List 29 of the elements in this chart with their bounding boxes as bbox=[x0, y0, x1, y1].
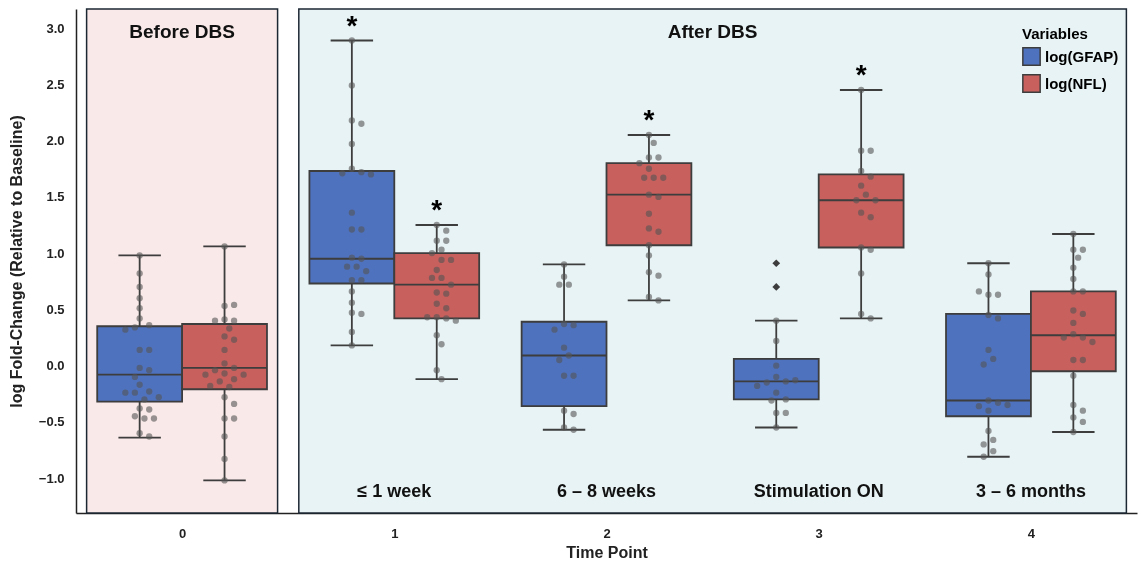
y-axis-title: log Fold-Change (Relative to Baseline) bbox=[7, 115, 25, 408]
band-label: After DBS bbox=[667, 21, 758, 42]
y-tick-label: 2.0 bbox=[46, 133, 65, 149]
x-tick-label: 3 bbox=[815, 525, 823, 541]
y-tick-label: 0.0 bbox=[46, 358, 65, 374]
legend-label: log(NFL) bbox=[1045, 74, 1107, 92]
y-tick-label: 0.5 bbox=[46, 301, 65, 317]
y-tick-label: −1.0 bbox=[38, 470, 65, 486]
annotation: ≤ 1 week bbox=[357, 481, 433, 501]
legend-title: Variables bbox=[1022, 25, 1088, 42]
y-tick-label: 1.0 bbox=[46, 245, 65, 261]
y-tick-label: 2.5 bbox=[46, 76, 65, 92]
y-tick-label: −0.5 bbox=[38, 414, 65, 430]
y-tick-label: 1.5 bbox=[46, 189, 65, 205]
x-tick-label: 4 bbox=[1027, 525, 1036, 541]
annotation: Stimulation ON bbox=[753, 481, 884, 501]
y-tick-label: 3.0 bbox=[46, 20, 65, 36]
annotation: * bbox=[855, 59, 867, 90]
x-tick-label: 1 bbox=[391, 525, 399, 541]
legend-label: log(GFAP) bbox=[1045, 47, 1119, 65]
x-tick-label: 2 bbox=[603, 525, 611, 541]
band-label: Before DBS bbox=[129, 21, 235, 42]
annotation: 3 – 6 months bbox=[975, 481, 1086, 501]
annotation: * bbox=[431, 194, 443, 225]
annotation: * bbox=[643, 104, 655, 135]
x-tick-label: 0 bbox=[178, 525, 187, 541]
x-axis-title: Time Point bbox=[566, 543, 649, 561]
annotation: 6 – 8 weeks bbox=[556, 481, 657, 501]
annotation: * bbox=[346, 9, 358, 41]
